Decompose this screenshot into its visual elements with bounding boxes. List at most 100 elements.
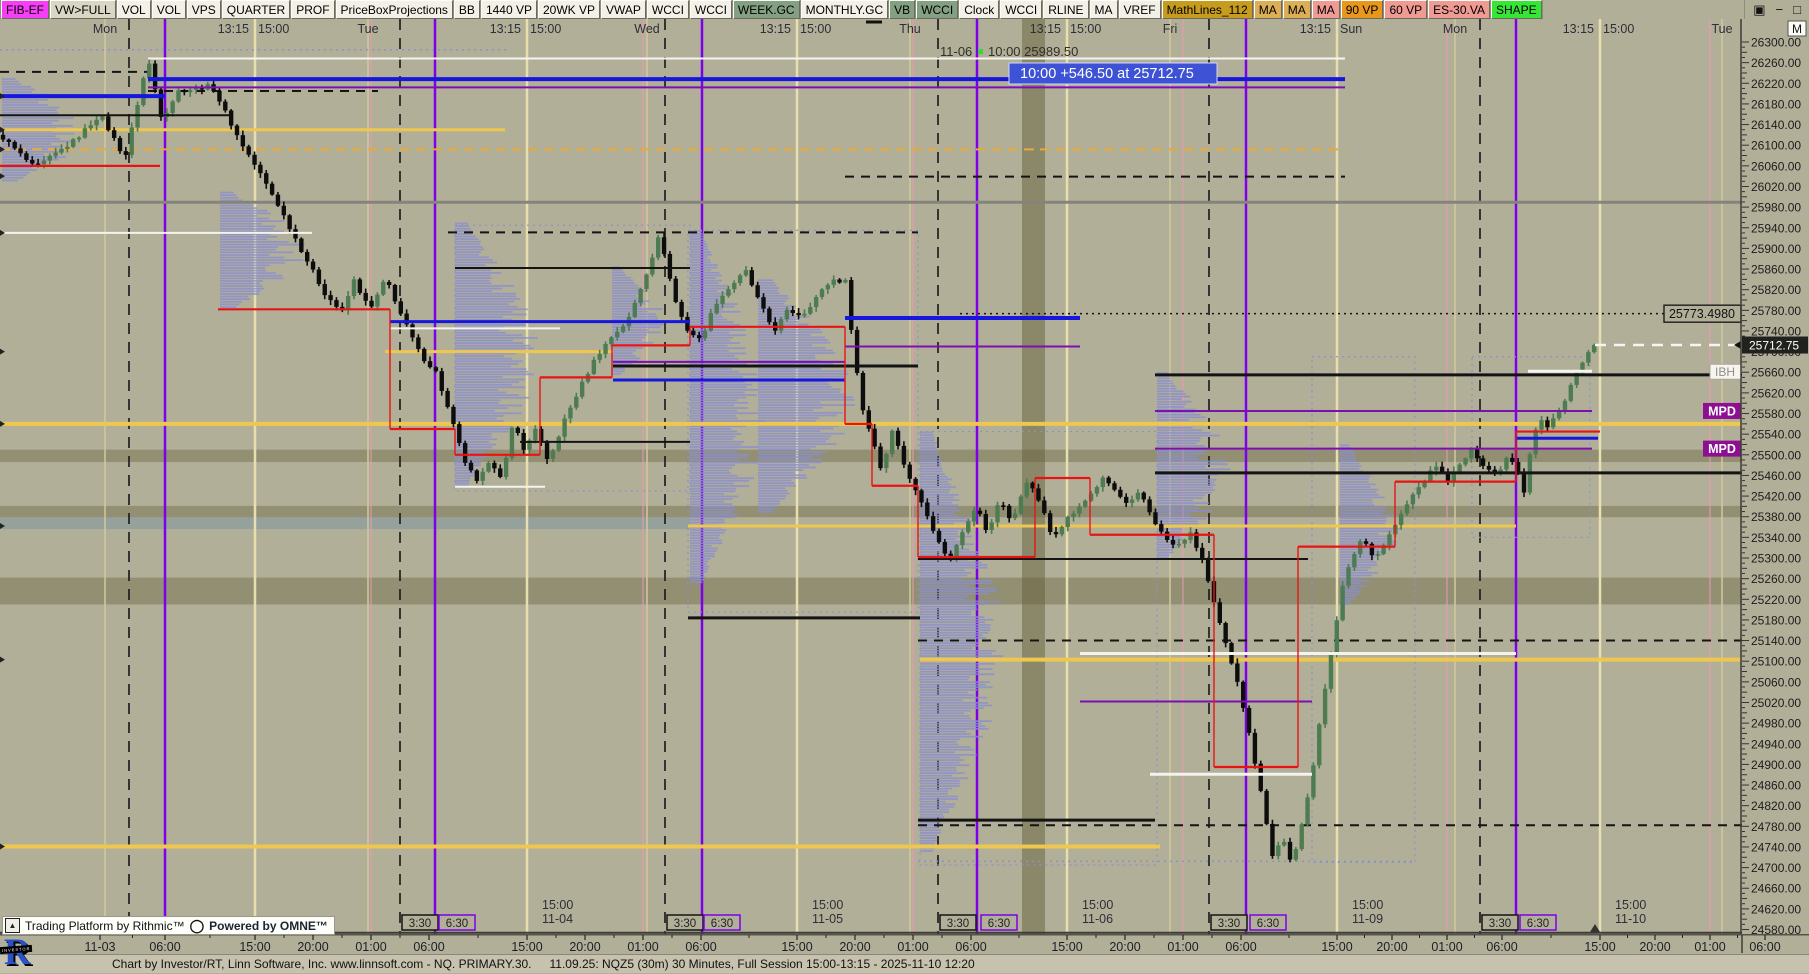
toolbar: FIB-EF VW>FULL VOL VOL VPS QUARTER PROF PriceBo… xyxy=(0,0,1809,19)
session-date-labels: 15:0011-0415:0011-0515:0011-0615:0011-09… xyxy=(401,898,1646,932)
svg-text:25300.00: 25300.00 xyxy=(1751,552,1801,566)
svg-text:15:00: 15:00 xyxy=(1584,940,1615,954)
toolbar-button-wcci[interactable]: WCCI xyxy=(646,0,689,19)
svg-text:3:30: 3:30 xyxy=(947,918,969,930)
svg-text:01:00: 01:00 xyxy=(1694,940,1725,954)
svg-text:26220.00: 26220.00 xyxy=(1751,77,1801,91)
svg-text:24740.00: 24740.00 xyxy=(1751,840,1801,854)
toolbar-button-ma[interactable]: MA xyxy=(1089,0,1118,19)
svg-text:01:00: 01:00 xyxy=(627,940,658,954)
toolbar-button-20wk-vp[interactable]: 20WK VP xyxy=(537,0,601,19)
omne-label: Powered by OMNE™ xyxy=(209,918,328,933)
reference-annotation-price: 10:00 25989.50 xyxy=(988,44,1078,59)
toolbar-button-week-gc[interactable]: WEEK.GC xyxy=(732,0,800,19)
toolbar-button-monthly-gc[interactable]: MONTHLY.GC xyxy=(800,0,889,19)
svg-text:3:30: 3:30 xyxy=(1218,918,1240,930)
svg-text:25100.00: 25100.00 xyxy=(1751,655,1801,669)
svg-text:06:00: 06:00 xyxy=(149,940,180,954)
toolbar-button-rline[interactable]: RLINE xyxy=(1043,0,1089,19)
svg-text:24820.00: 24820.00 xyxy=(1751,799,1801,813)
svg-text:25980.00: 25980.00 xyxy=(1751,201,1801,215)
chart-plot-area[interactable]: 11-06 10:00 25989.50 10:00 +546.50 at 2571… xyxy=(0,19,1742,934)
toolbar-button-vol[interactable]: VOL xyxy=(116,0,151,19)
toolbar-button-bb[interactable]: BB xyxy=(453,0,480,19)
toolbar-button-wcci[interactable]: WCCI xyxy=(689,0,732,19)
candlestick-chart-canvas[interactable]: 11-06 10:00 25989.50 10:00 +546.50 at 2571… xyxy=(0,19,1742,934)
svg-text:Thu: Thu xyxy=(899,22,921,36)
svg-text:20:00: 20:00 xyxy=(1376,940,1407,954)
svg-text:15:00: 15:00 xyxy=(1051,940,1082,954)
minimize-window-icon[interactable]: − xyxy=(1775,2,1784,17)
svg-text:13:15: 13:15 xyxy=(760,22,791,36)
svg-text:13:15: 13:15 xyxy=(490,22,521,36)
svg-text:15:00: 15:00 xyxy=(239,940,270,954)
time-axis[interactable]: 11-03 06:00 15:00 20:00 01:00 06:00 15:00 20:00… xyxy=(0,934,1809,954)
toolbar-button-wcci[interactable]: WCCI xyxy=(916,0,959,19)
toolbar-spacer xyxy=(1542,0,1745,19)
svg-text:26060.00: 26060.00 xyxy=(1751,159,1801,173)
toolbar-button-priceboxprojections[interactable]: PriceBoxProjections xyxy=(335,0,453,19)
session-stat-info-box: 10:00 +546.50 at 25712.75 xyxy=(1020,66,1194,82)
toolbar-button-fib-ef[interactable]: FIB-EF xyxy=(1,0,49,19)
toolbar-button-ma[interactable]: MA xyxy=(1282,0,1311,19)
svg-text:25260.00: 25260.00 xyxy=(1751,572,1801,586)
annotations: 11-06 10:00 25989.50 10:00 +546.50 at 2571… xyxy=(940,44,1742,457)
toolbar-button-quarter[interactable]: QUARTER xyxy=(221,0,291,19)
price-axis-scale[interactable]: 24580.00 24620.00 24660.00 24700.00 24740.00… xyxy=(1742,19,1809,937)
time-axis-scale[interactable]: 11-03 06:00 15:00 20:00 01:00 06:00 15:00 20:00… xyxy=(0,934,1809,954)
svg-text:Sun: Sun xyxy=(1340,22,1362,36)
toolbar-button-mathlines-112[interactable]: MathLines_112 xyxy=(1161,0,1253,19)
toolbar-button-vw-full[interactable]: VW>FULL xyxy=(50,0,116,19)
projection-price-label: 25773.4980 xyxy=(1669,307,1735,321)
left-edge-price-markers xyxy=(0,93,5,850)
toolbar-button-vol[interactable]: VOL xyxy=(151,0,186,19)
toolbar-button-prof[interactable]: PROF xyxy=(291,0,335,19)
toolbar-button-1440-vp[interactable]: 1440 VP xyxy=(480,0,537,19)
svg-text:6:30: 6:30 xyxy=(711,918,733,930)
svg-text:25780.00: 25780.00 xyxy=(1751,304,1801,318)
red-trailing-stop-line xyxy=(0,164,1600,769)
toolbar-button-vps[interactable]: VPS xyxy=(186,0,221,19)
toolbar-button-90-vp[interactable]: 90 VP xyxy=(1340,0,1384,19)
svg-text:24580.00: 24580.00 xyxy=(1751,923,1801,934)
restore-window-icon[interactable]: ▣ xyxy=(1753,2,1766,17)
svg-text:15:00: 15:00 xyxy=(1615,898,1646,912)
status-right: 11.09.25: NQZ5 (30m) 30 Minutes, Full Se… xyxy=(549,957,975,971)
svg-text:25820.00: 25820.00 xyxy=(1751,283,1801,297)
svg-text:25712.75: 25712.75 xyxy=(1749,339,1799,353)
svg-text:15:00: 15:00 xyxy=(1321,940,1352,954)
axis-m-button[interactable]: M xyxy=(1787,20,1807,37)
price-axis[interactable]: 24580.00 24620.00 24660.00 24700.00 24740.00… xyxy=(1742,19,1809,937)
toolbar-button-vb[interactable]: VB xyxy=(889,0,916,19)
svg-text:25620.00: 25620.00 xyxy=(1751,386,1801,400)
toolbar-button-ma[interactable]: MA xyxy=(1253,0,1282,19)
svg-text:25660.00: 25660.00 xyxy=(1751,366,1801,380)
toolbar-button-vref[interactable]: VREF xyxy=(1118,0,1161,19)
svg-text:01:00: 01:00 xyxy=(1167,940,1198,954)
toolbar-button-clock[interactable]: Clock xyxy=(959,0,1000,19)
toolbar-button-es-30-va[interactable]: ES-30.VA xyxy=(1428,0,1490,19)
svg-text:Mon: Mon xyxy=(1443,22,1467,36)
svg-text:Wed: Wed xyxy=(634,22,660,36)
svg-text:6:30: 6:30 xyxy=(1257,918,1279,930)
mpd-level-label: MPD xyxy=(1708,404,1736,418)
svg-text:20:00: 20:00 xyxy=(569,940,600,954)
svg-text:Tue: Tue xyxy=(1711,22,1732,36)
svg-text:20:00: 20:00 xyxy=(1109,940,1140,954)
maximize-window-icon[interactable]: □ xyxy=(1793,2,1801,17)
toolbar-button-shape[interactable]: SHAPE xyxy=(1490,0,1542,19)
toolbar-button-ma[interactable]: MA xyxy=(1311,0,1340,19)
svg-text:15:00: 15:00 xyxy=(800,22,831,36)
toolbar-button-vwap[interactable]: VWAP xyxy=(601,0,646,19)
rithmic-icon: ▲ xyxy=(5,918,20,933)
svg-text:26180.00: 26180.00 xyxy=(1751,97,1801,111)
svg-text:24780.00: 24780.00 xyxy=(1751,820,1801,834)
toolbar-button-60-vp[interactable]: 60 VP xyxy=(1384,0,1428,19)
svg-text:01:00: 01:00 xyxy=(1431,940,1462,954)
toolbar-button-wcci[interactable]: WCCI xyxy=(1000,0,1043,19)
svg-text:6:30: 6:30 xyxy=(988,918,1010,930)
window-controls: ▣ − □ xyxy=(1745,0,1809,19)
svg-text:15:00: 15:00 xyxy=(542,898,573,912)
svg-text:06:00: 06:00 xyxy=(1749,940,1780,954)
svg-text:24700.00: 24700.00 xyxy=(1751,861,1801,875)
